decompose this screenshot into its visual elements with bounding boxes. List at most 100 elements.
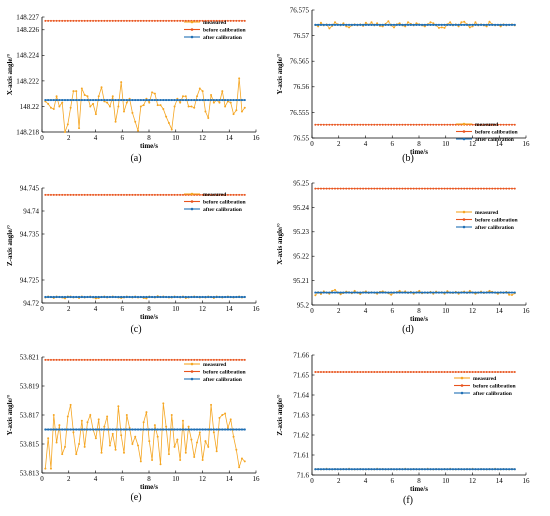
- point-after-calibration: [370, 468, 373, 471]
- point-after-calibration: [215, 295, 218, 299]
- point-measured: [72, 431, 75, 434]
- point-before-calibration: [97, 193, 100, 196]
- point-after-calibration: [339, 291, 342, 294]
- point-measured: [508, 293, 511, 296]
- point-before-calibration: [381, 187, 384, 190]
- point-after-calibration: [331, 291, 334, 294]
- point-measured: [210, 403, 213, 406]
- point-after-calibration: [502, 291, 505, 294]
- point-measured: [167, 453, 170, 456]
- point-after-calibration: [224, 428, 227, 431]
- point-before-calibration: [367, 123, 370, 126]
- panel-label: (c): [130, 324, 141, 335]
- point-before-calibration: [477, 371, 480, 373]
- point-after-calibration: [229, 295, 232, 299]
- point-before-calibration: [207, 193, 210, 196]
- point-before-calibration: [232, 19, 235, 22]
- point-before-calibration: [328, 123, 331, 126]
- point-after-calibration: [86, 428, 89, 431]
- point-before-calibration: [401, 123, 404, 126]
- point-after-calibration: [477, 291, 480, 294]
- point-before-calibration: [221, 19, 224, 22]
- point-after-calibration: [333, 468, 337, 471]
- point-before-calibration: [145, 19, 148, 22]
- point-after-calibration: [170, 295, 173, 299]
- point-before-calibration: [491, 123, 494, 126]
- point-measured: [201, 458, 204, 461]
- x-tick-label: 12: [469, 140, 477, 148]
- point-measured: [443, 26, 446, 29]
- point-after-calibration: [148, 428, 151, 431]
- point-after-calibration: [179, 295, 182, 299]
- panel-label: (b): [402, 153, 414, 164]
- point-before-calibration: [187, 358, 190, 361]
- point-before-calibration: [137, 358, 140, 361]
- y-tick-label: 95.2: [297, 301, 310, 309]
- point-after-calibration: [139, 98, 142, 102]
- point-before-calibration: [398, 123, 401, 126]
- point-after-calibration: [103, 98, 106, 102]
- point-measured: [468, 289, 471, 292]
- y-tick-label: 148.227: [16, 13, 39, 21]
- point-after-calibration: [195, 428, 199, 431]
- point-before-calibration: [466, 371, 469, 373]
- point-before-calibration: [387, 371, 390, 373]
- point-after-calibration: [114, 98, 117, 102]
- point-after-calibration: [387, 23, 390, 26]
- y-tick-label: 71.66: [293, 351, 309, 359]
- point-measured: [83, 93, 86, 96]
- point-after-calibration: [505, 23, 508, 26]
- point-measured: [218, 416, 221, 419]
- point-before-calibration: [480, 187, 483, 190]
- y-tick-label: 53.817: [20, 411, 40, 419]
- legend-after-calibration-marker: [462, 137, 466, 141]
- point-before-calibration: [437, 371, 440, 373]
- point-before-calibration: [108, 19, 111, 22]
- point-after-calibration: [170, 428, 173, 431]
- point-before-calibration: [387, 123, 390, 126]
- point-before-calibration: [235, 19, 238, 22]
- point-after-calibration: [398, 23, 401, 26]
- point-before-calibration: [446, 371, 449, 373]
- point-after-calibration: [232, 295, 235, 299]
- point-measured: [387, 20, 390, 23]
- point-after-calibration: [125, 428, 128, 431]
- point-measured: [58, 424, 61, 427]
- point-before-calibration: [471, 371, 474, 373]
- point-after-calibration: [404, 23, 407, 26]
- y-tick-label: 76.555: [290, 109, 310, 117]
- point-measured: [52, 414, 55, 416]
- point-before-calibration: [78, 358, 81, 361]
- point-measured: [159, 104, 162, 107]
- point-after-calibration: [218, 428, 221, 431]
- y-tick-label: 95.22: [293, 253, 309, 261]
- point-measured: [474, 21, 477, 24]
- point-after-calibration: [243, 428, 246, 431]
- point-after-calibration: [229, 98, 232, 102]
- point-before-calibration: [72, 193, 75, 196]
- point-before-calibration: [435, 371, 438, 373]
- point-measured: [134, 435, 137, 438]
- point-before-calibration: [350, 123, 353, 126]
- point-before-calibration: [373, 371, 376, 373]
- point-measured: [173, 445, 176, 448]
- point-after-calibration: [446, 291, 449, 294]
- point-before-calibration: [44, 358, 47, 361]
- point-after-calibration: [162, 98, 165, 102]
- point-measured: [52, 108, 55, 110]
- point-after-calibration: [317, 468, 320, 471]
- legend-before-calibration-label: before calibration: [475, 218, 519, 224]
- point-after-calibration: [426, 468, 429, 471]
- point-after-calibration: [378, 291, 382, 294]
- point-after-calibration: [201, 98, 204, 102]
- point-after-calibration: [179, 428, 182, 431]
- series-line-measured: [44, 403, 246, 469]
- point-before-calibration: [224, 358, 227, 361]
- point-before-calibration: [100, 193, 103, 196]
- point-after-calibration: [198, 98, 201, 102]
- point-after-calibration: [108, 428, 112, 431]
- point-before-calibration: [460, 371, 463, 373]
- point-after-calibration: [77, 295, 81, 299]
- point-after-calibration: [426, 291, 429, 294]
- point-after-calibration: [398, 468, 401, 471]
